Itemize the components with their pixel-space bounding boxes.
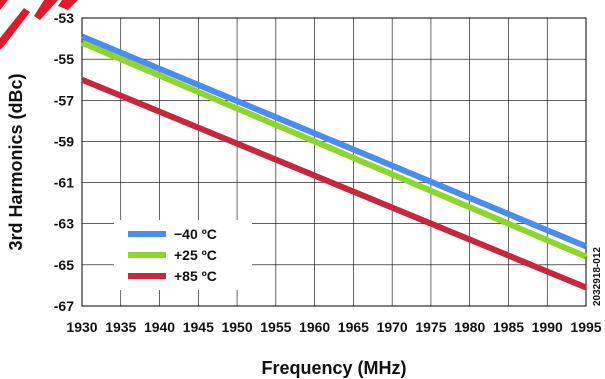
y-axis-title: 3rd Harmonics (dBc) — [6, 73, 26, 250]
x-tick-label: 1980 — [454, 319, 485, 335]
plot-area — [80, 17, 588, 307]
x-tick-label: 1935 — [105, 319, 136, 335]
x-tick-label: 1965 — [338, 319, 369, 335]
legend-label-0: −40 ºC — [174, 226, 217, 242]
legend-label-2: +85 ºC — [174, 268, 217, 284]
x-tick-label: 1955 — [260, 319, 291, 335]
x-tick-label: 1990 — [532, 319, 563, 335]
x-tick-label: 1940 — [144, 319, 175, 335]
x-tick-label: 1950 — [221, 319, 252, 335]
legend: −40 ºC +25 ºC +85 ºC — [114, 220, 252, 290]
x-tick-label: 1995 — [570, 319, 601, 335]
y-tick-label: -61 — [54, 175, 74, 191]
y-tick-label: -57 — [54, 92, 74, 108]
x-tick-label: 1985 — [493, 319, 524, 335]
x-tick-label: 1975 — [415, 319, 446, 335]
x-tick-label: 1970 — [377, 319, 408, 335]
y-tick-label: -55 — [54, 51, 74, 67]
x-tick-label: 1945 — [183, 319, 214, 335]
legend-label-1: +25 ºC — [174, 247, 217, 263]
watermark — [0, 0, 78, 50]
x-tick-label: 1930 — [66, 319, 97, 335]
y-tick-label: -63 — [54, 216, 74, 232]
y-tick-label: -67 — [54, 298, 74, 314]
y-tick-labels: -53 -55 -57 -59 -61 -63 -65 -67 — [54, 10, 74, 314]
y-tick-label: -59 — [54, 133, 74, 149]
figure-id: 2032918-012 — [592, 247, 603, 306]
y-tick-label: -53 — [54, 10, 74, 26]
x-tick-label: 1960 — [299, 319, 330, 335]
x-axis-title: Frequency (MHz) — [261, 358, 406, 378]
series-lines — [80, 33, 588, 291]
y-tick-label: -65 — [54, 257, 74, 273]
series-line-0 — [80, 33, 588, 250]
series-line-2 — [80, 76, 588, 291]
x-tick-labels: 1930 1935 1940 1945 1950 1955 1960 1965 1970 1975… — [66, 319, 601, 335]
series-line-1 — [80, 39, 588, 260]
